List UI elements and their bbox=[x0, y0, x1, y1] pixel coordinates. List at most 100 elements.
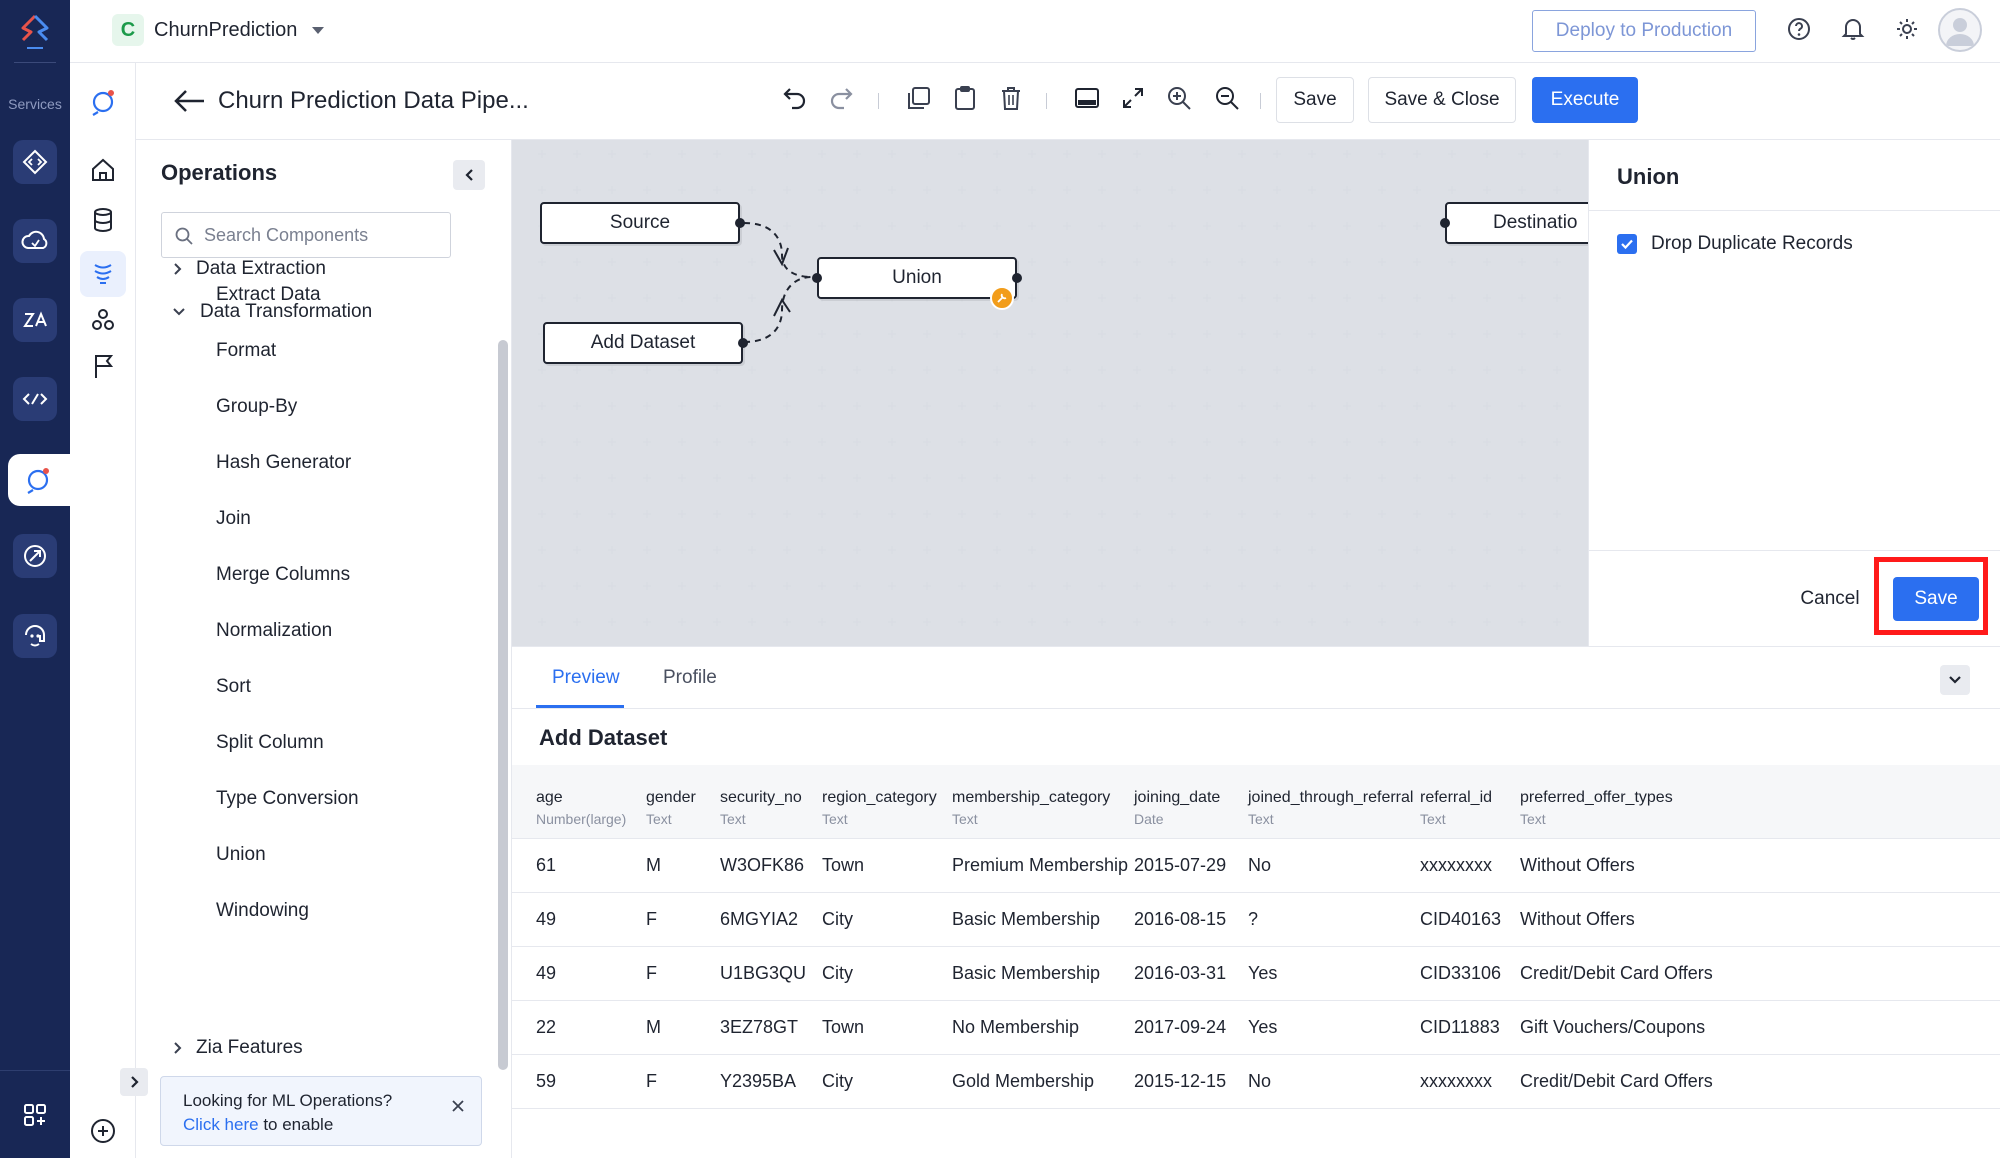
operation-split-column[interactable]: Split Column bbox=[216, 732, 324, 753]
delete-trash-icon[interactable] bbox=[998, 85, 1024, 111]
rail-rocket-icon[interactable] bbox=[13, 534, 57, 578]
save-and-close-button[interactable]: Save & Close bbox=[1368, 77, 1516, 123]
cancel-button[interactable]: Cancel bbox=[1787, 577, 1873, 621]
operations-scrollbar[interactable] bbox=[498, 340, 508, 1070]
zoom-in-icon[interactable] bbox=[1166, 85, 1192, 111]
rail-integration-icon[interactable] bbox=[13, 377, 57, 421]
column-name: security_no bbox=[720, 789, 802, 806]
copy-icon[interactable] bbox=[906, 85, 932, 111]
operation-sort[interactable]: Sort bbox=[216, 676, 251, 697]
services-rail: Services bbox=[0, 0, 70, 1158]
zoom-out-icon[interactable] bbox=[1214, 85, 1240, 111]
search-components-box[interactable] bbox=[161, 212, 451, 258]
save-button[interactable]: Save bbox=[1276, 77, 1354, 123]
table-cell: Credit/Debit Card Offers bbox=[1520, 963, 1713, 983]
pipeline-icon[interactable] bbox=[90, 261, 116, 287]
operation-merge-columns[interactable]: Merge Columns bbox=[216, 564, 351, 585]
pipeline-canvas[interactable]: Source Add Dataset Union Destinatio bbox=[512, 140, 1588, 646]
rail-cloud-icon[interactable] bbox=[13, 219, 57, 263]
operation-extract-data[interactable]: Extract Data bbox=[216, 284, 321, 305]
table-row[interactable]: 49 F 6MGYIA2 City Basic Membership 2016-08-15… bbox=[512, 893, 2000, 947]
node-port[interactable] bbox=[1012, 273, 1022, 283]
rail-zia-icon[interactable] bbox=[13, 298, 57, 342]
table-row[interactable]: 59 F Y2395BA City Gold Membership 2015-12-15 N… bbox=[512, 1055, 2000, 1109]
close-banner-icon[interactable] bbox=[451, 1099, 465, 1113]
click-here-link[interactable]: Click here bbox=[183, 1115, 259, 1134]
expand-sidebar-button[interactable] bbox=[120, 1068, 148, 1096]
table-cell: No Membership bbox=[952, 1017, 1080, 1037]
table-row[interactable]: 49 F U1BG3QU City Basic Membership 2016-03-31… bbox=[512, 947, 2000, 1001]
models-icon[interactable] bbox=[90, 307, 116, 333]
node-config-wrench-icon[interactable] bbox=[990, 286, 1014, 310]
union-save-button[interactable]: Save bbox=[1893, 577, 1979, 621]
operation-format[interactable]: Format bbox=[216, 340, 277, 361]
search-components-input[interactable] bbox=[204, 221, 434, 249]
table-row[interactable]: 61 M W3OFK86 Town Premium Membership 2015-07-… bbox=[512, 839, 2000, 893]
node-port[interactable] bbox=[735, 218, 745, 228]
table-cell: xxxxxxxx bbox=[1420, 1071, 1492, 1091]
undo-icon[interactable] bbox=[782, 85, 808, 111]
operation-group-by[interactable]: Group-By bbox=[216, 396, 298, 417]
database-icon[interactable] bbox=[90, 207, 116, 233]
notifications-bell-icon[interactable] bbox=[1840, 16, 1866, 42]
banner-text: Looking for ML Operations? bbox=[183, 1091, 393, 1110]
drop-duplicates-checkbox[interactable] bbox=[1617, 234, 1637, 254]
fullscreen-expand-icon[interactable] bbox=[1120, 85, 1146, 111]
operation-windowing[interactable]: Windowing bbox=[216, 900, 309, 921]
node-add-dataset[interactable]: Add Dataset bbox=[543, 322, 743, 364]
node-union[interactable]: Union bbox=[817, 257, 1017, 299]
node-port[interactable] bbox=[738, 338, 748, 348]
tab-profile[interactable]: Profile bbox=[663, 667, 717, 688]
deploy-to-production-button[interactable]: Deploy to Production bbox=[1532, 10, 1756, 52]
category-data-extraction[interactable]: Data Extraction bbox=[172, 258, 326, 280]
rail-code-icon[interactable] bbox=[13, 140, 57, 184]
canvas-grid bbox=[538, 150, 1561, 626]
category-zia-features[interactable]: Zia Features bbox=[172, 1037, 303, 1059]
quickml-logo-icon[interactable] bbox=[89, 87, 119, 117]
properties-title: Union bbox=[1617, 164, 1680, 189]
highlight-box bbox=[1874, 557, 1988, 635]
operation-join[interactable]: Join bbox=[216, 508, 251, 529]
node-source[interactable]: Source bbox=[540, 202, 740, 244]
help-icon[interactable] bbox=[1786, 16, 1812, 42]
chevron-down-icon bbox=[173, 308, 185, 316]
table-cell: CID11883 bbox=[1420, 1017, 1500, 1037]
back-arrow-icon[interactable] bbox=[172, 88, 206, 114]
category-data-transformation[interactable]: Data Transformation bbox=[172, 301, 372, 323]
column-type: Text bbox=[646, 811, 672, 827]
execute-button[interactable]: Execute bbox=[1532, 77, 1638, 123]
column-type: Text bbox=[1248, 811, 1274, 827]
panel-toggle-icon[interactable] bbox=[1074, 85, 1100, 111]
redo-icon[interactable] bbox=[828, 85, 854, 111]
project-badge[interactable]: C bbox=[112, 14, 144, 46]
operation-union[interactable]: Union bbox=[216, 844, 266, 865]
toolbar-separator bbox=[1046, 93, 1047, 109]
add-circle-icon[interactable] bbox=[89, 1117, 117, 1145]
operation-hash-generator[interactable]: Hash Generator bbox=[216, 452, 352, 473]
operations-panel: Operations Data Extraction Data Transfor… bbox=[136, 140, 512, 1158]
table-cell: Without Offers bbox=[1520, 855, 1635, 875]
operation-type-conversion[interactable]: Type Conversion bbox=[216, 788, 359, 809]
node-port[interactable] bbox=[812, 273, 822, 283]
rail-support-icon[interactable] bbox=[13, 614, 57, 658]
collapse-preview-button[interactable] bbox=[1940, 665, 1970, 695]
node-port[interactable] bbox=[1440, 218, 1450, 228]
drop-duplicates-label[interactable]: Drop Duplicate Records bbox=[1651, 233, 1853, 254]
home-icon[interactable] bbox=[90, 157, 116, 183]
rail-apps-icon[interactable] bbox=[0, 1070, 70, 1158]
settings-gear-icon[interactable] bbox=[1894, 16, 1920, 42]
project-dropdown-icon[interactable] bbox=[312, 27, 324, 35]
collapse-panel-button[interactable] bbox=[453, 160, 485, 190]
tab-preview[interactable]: Preview bbox=[552, 667, 620, 688]
operation-normalization[interactable]: Normalization bbox=[216, 620, 333, 641]
app-logo-icon[interactable] bbox=[17, 12, 53, 52]
node-destination[interactable]: Destinatio bbox=[1445, 202, 1588, 244]
paste-icon[interactable] bbox=[952, 85, 978, 111]
project-name[interactable]: ChurnPrediction bbox=[154, 19, 298, 41]
table-row[interactable]: 22 M 3EZ78GT Town No Membership 2017-09-24 Yes… bbox=[512, 1001, 2000, 1055]
rail-quickml-icon[interactable] bbox=[8, 454, 70, 506]
flag-icon[interactable] bbox=[92, 353, 116, 379]
toolbar-separator bbox=[878, 93, 879, 109]
column-type: Text bbox=[1420, 811, 1446, 827]
user-avatar[interactable] bbox=[1938, 8, 1982, 52]
